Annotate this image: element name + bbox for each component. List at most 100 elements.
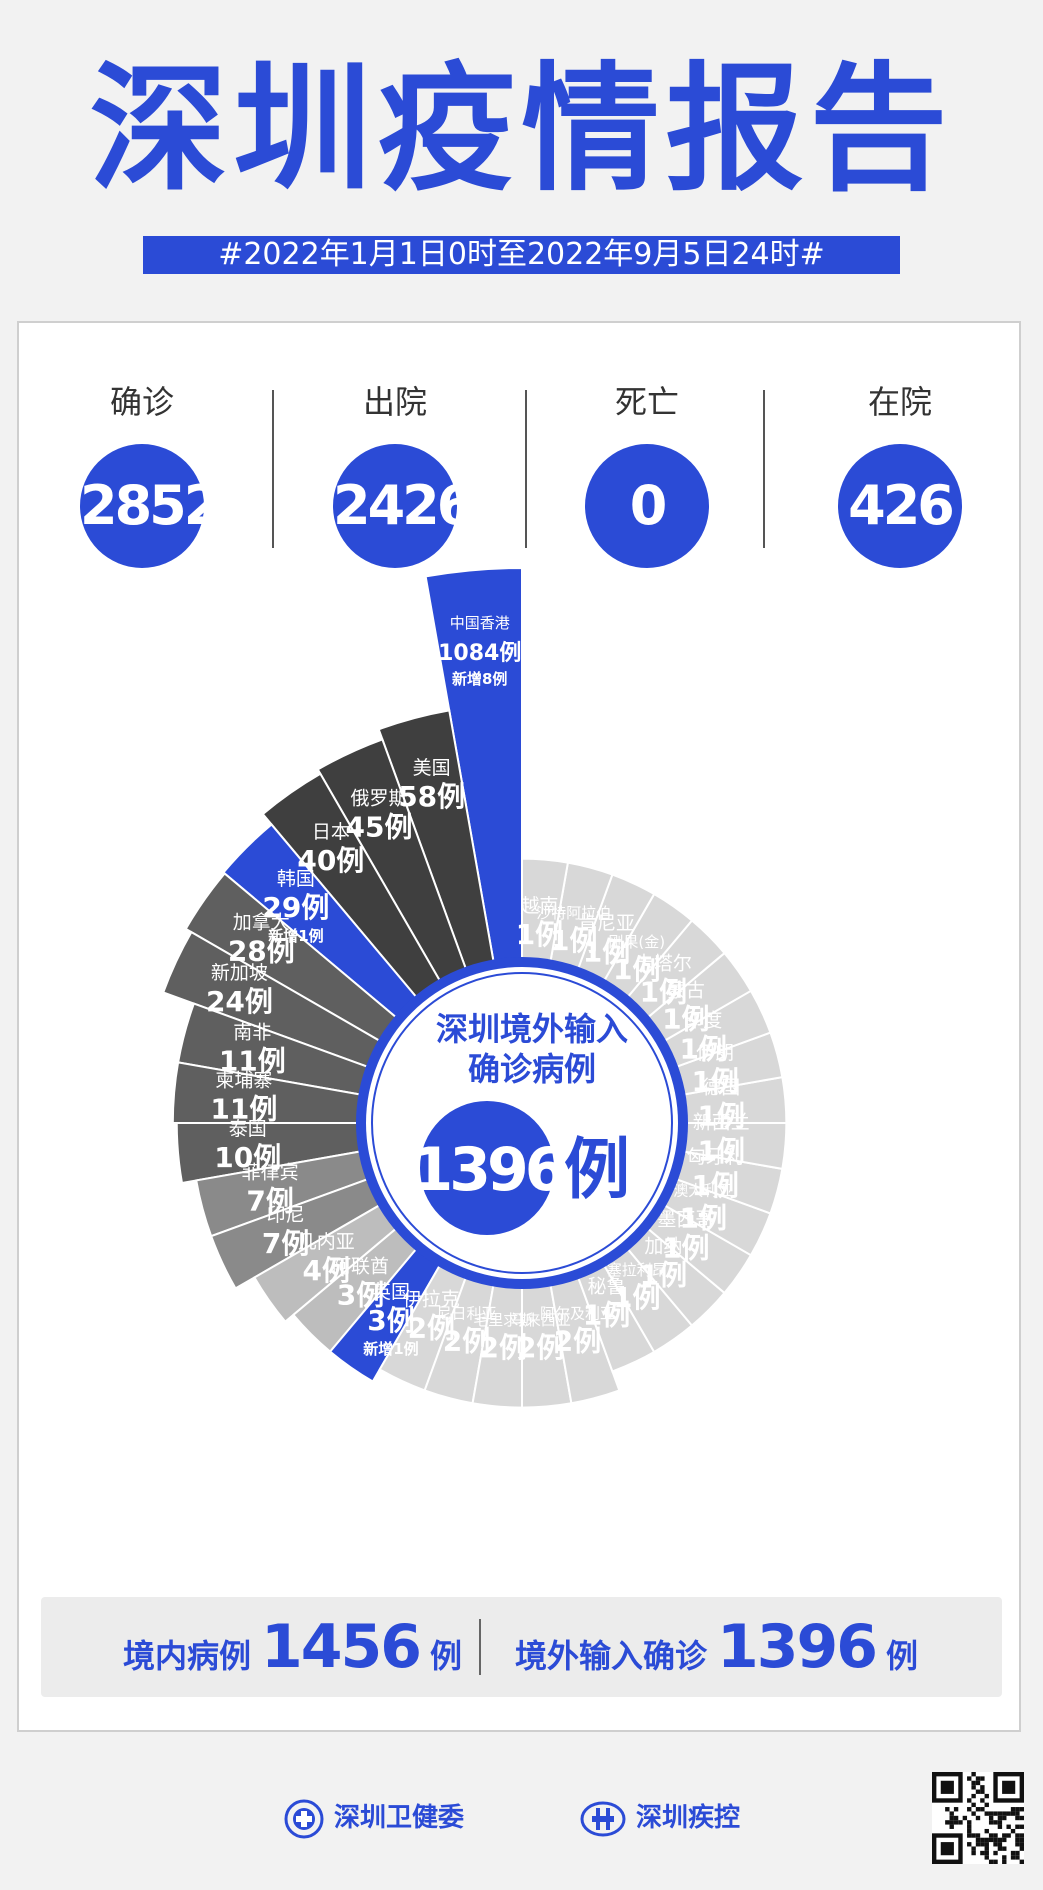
petal-country-label: 匈牙利 xyxy=(687,1146,744,1168)
petal-country-label: 阿尔及利亚 xyxy=(540,1304,615,1322)
petal-value-label: 1例 xyxy=(697,1100,744,1133)
center-total-unit: 例 xyxy=(564,1131,630,1208)
qr-module xyxy=(971,1850,976,1856)
petal-country-label: 伊朗 xyxy=(696,1042,734,1064)
petal-country-label: 伊拉克 xyxy=(403,1288,460,1310)
qr-module xyxy=(1002,1859,1007,1864)
qr-module xyxy=(1019,1824,1024,1829)
qr-module xyxy=(1015,1824,1020,1829)
qr-module xyxy=(971,1780,976,1786)
petal-country-label: 肯尼亚 xyxy=(578,913,635,935)
qr-module xyxy=(1015,1855,1020,1860)
summary-bar: 境内病例 1456 例 境外输入确诊 1396 例 xyxy=(41,1597,1002,1697)
stat-label: 死亡 xyxy=(614,383,679,421)
petal-value-label: 10例 xyxy=(214,1141,281,1174)
report-card xyxy=(17,321,1021,1732)
qr-module xyxy=(980,1850,985,1856)
qr-module xyxy=(1015,1842,1020,1847)
qr-module xyxy=(984,1811,989,1816)
qr-module xyxy=(971,1833,976,1838)
qr-module xyxy=(967,1824,972,1829)
stat-deaths: 死亡 0 xyxy=(567,380,727,568)
qr-module xyxy=(1019,1846,1024,1851)
petal-value-label: 24例 xyxy=(206,985,273,1018)
petal-value-label: 2例 xyxy=(517,1331,564,1364)
footer-org-cdc: 深圳疾控 xyxy=(580,1796,740,1840)
qr-module xyxy=(967,1833,972,1838)
qr-module xyxy=(1019,1833,1024,1838)
qr-module xyxy=(949,1811,954,1816)
petal-label-group-22: 塞拉利昂 1例 xyxy=(607,1261,667,1314)
center-title-line2: 确诊病例 xyxy=(468,1050,596,1088)
qr-module xyxy=(1002,1846,1007,1851)
petal-country-label: 新加坡 xyxy=(211,962,268,984)
qr-module xyxy=(997,1820,1003,1825)
qr-module xyxy=(984,1802,989,1808)
petal-country-label: 澳大利亚 xyxy=(673,1182,733,1200)
petal-country-label: 墨西哥 xyxy=(657,1209,714,1231)
center-title-line1: 深圳境外输入 xyxy=(436,1010,628,1048)
qr-module xyxy=(988,1815,994,1821)
qr-module xyxy=(997,1824,1003,1829)
petal-country-label: 菲律宾 xyxy=(242,1161,299,1183)
petal-country-label: 越南 xyxy=(520,895,558,917)
qr-module xyxy=(958,1820,963,1825)
domestic-label: 境内病例 xyxy=(123,1637,252,1675)
petal-label-group-19: 马来西亚 2例 xyxy=(511,1311,571,1364)
petal-country-label: 马来西亚 xyxy=(511,1311,571,1329)
qr-module xyxy=(1015,1807,1020,1812)
petal-country-label: 秘鲁 xyxy=(588,1275,626,1297)
domestic-unit: 例 xyxy=(430,1637,463,1675)
petal-country-label: 俄罗斯 xyxy=(351,787,408,809)
stat-hospitalized: 在院 426 xyxy=(820,380,980,568)
summary-divider xyxy=(479,1619,481,1675)
qr-module xyxy=(975,1780,981,1786)
qr-module xyxy=(1010,1850,1016,1856)
qr-module xyxy=(1019,1815,1024,1821)
petal-country-label: 蒙古 xyxy=(667,979,705,1001)
qr-module xyxy=(984,1850,989,1856)
qr-module xyxy=(984,1846,989,1851)
qr-module xyxy=(949,1824,954,1829)
stat-value: 2426 xyxy=(333,444,474,568)
petal-country-label: 塞拉利昂 xyxy=(607,1261,667,1279)
domestic-summary: 境内病例 1456 例 xyxy=(123,1597,462,1697)
qr-module xyxy=(997,1811,1003,1816)
petal-note-label: 新增1例 xyxy=(268,927,323,945)
petal-value-label: 2例 xyxy=(408,1311,455,1344)
petal-value-label: 3例 xyxy=(367,1304,414,1337)
qr-module xyxy=(997,1846,1003,1851)
petal-country-label: 日本 xyxy=(312,821,350,843)
qr-module xyxy=(980,1789,985,1794)
qr-module xyxy=(980,1785,985,1790)
qr-module xyxy=(1015,1837,1020,1843)
petal-country-label: 几内亚 xyxy=(298,1231,355,1253)
qr-module xyxy=(975,1837,981,1843)
petal-country-label: 泰国 xyxy=(229,1118,267,1140)
petal-country-label: 毛里求斯 xyxy=(473,1311,533,1329)
petal-value-label: 1例 xyxy=(583,936,630,969)
qr-module xyxy=(975,1776,981,1781)
petal-label-group-25: 澳大利亚 1例 xyxy=(673,1182,733,1235)
qr-module xyxy=(967,1776,972,1781)
qr-module xyxy=(1015,1811,1020,1816)
petal-value-label: 1例 xyxy=(697,1134,744,1167)
qr-module xyxy=(980,1798,985,1803)
petal-value-label: 11例 xyxy=(219,1045,286,1078)
qr-module xyxy=(993,1859,998,1864)
imported-unit: 例 xyxy=(886,1637,919,1675)
petal-1 xyxy=(424,566,523,977)
qr-module xyxy=(975,1807,981,1812)
